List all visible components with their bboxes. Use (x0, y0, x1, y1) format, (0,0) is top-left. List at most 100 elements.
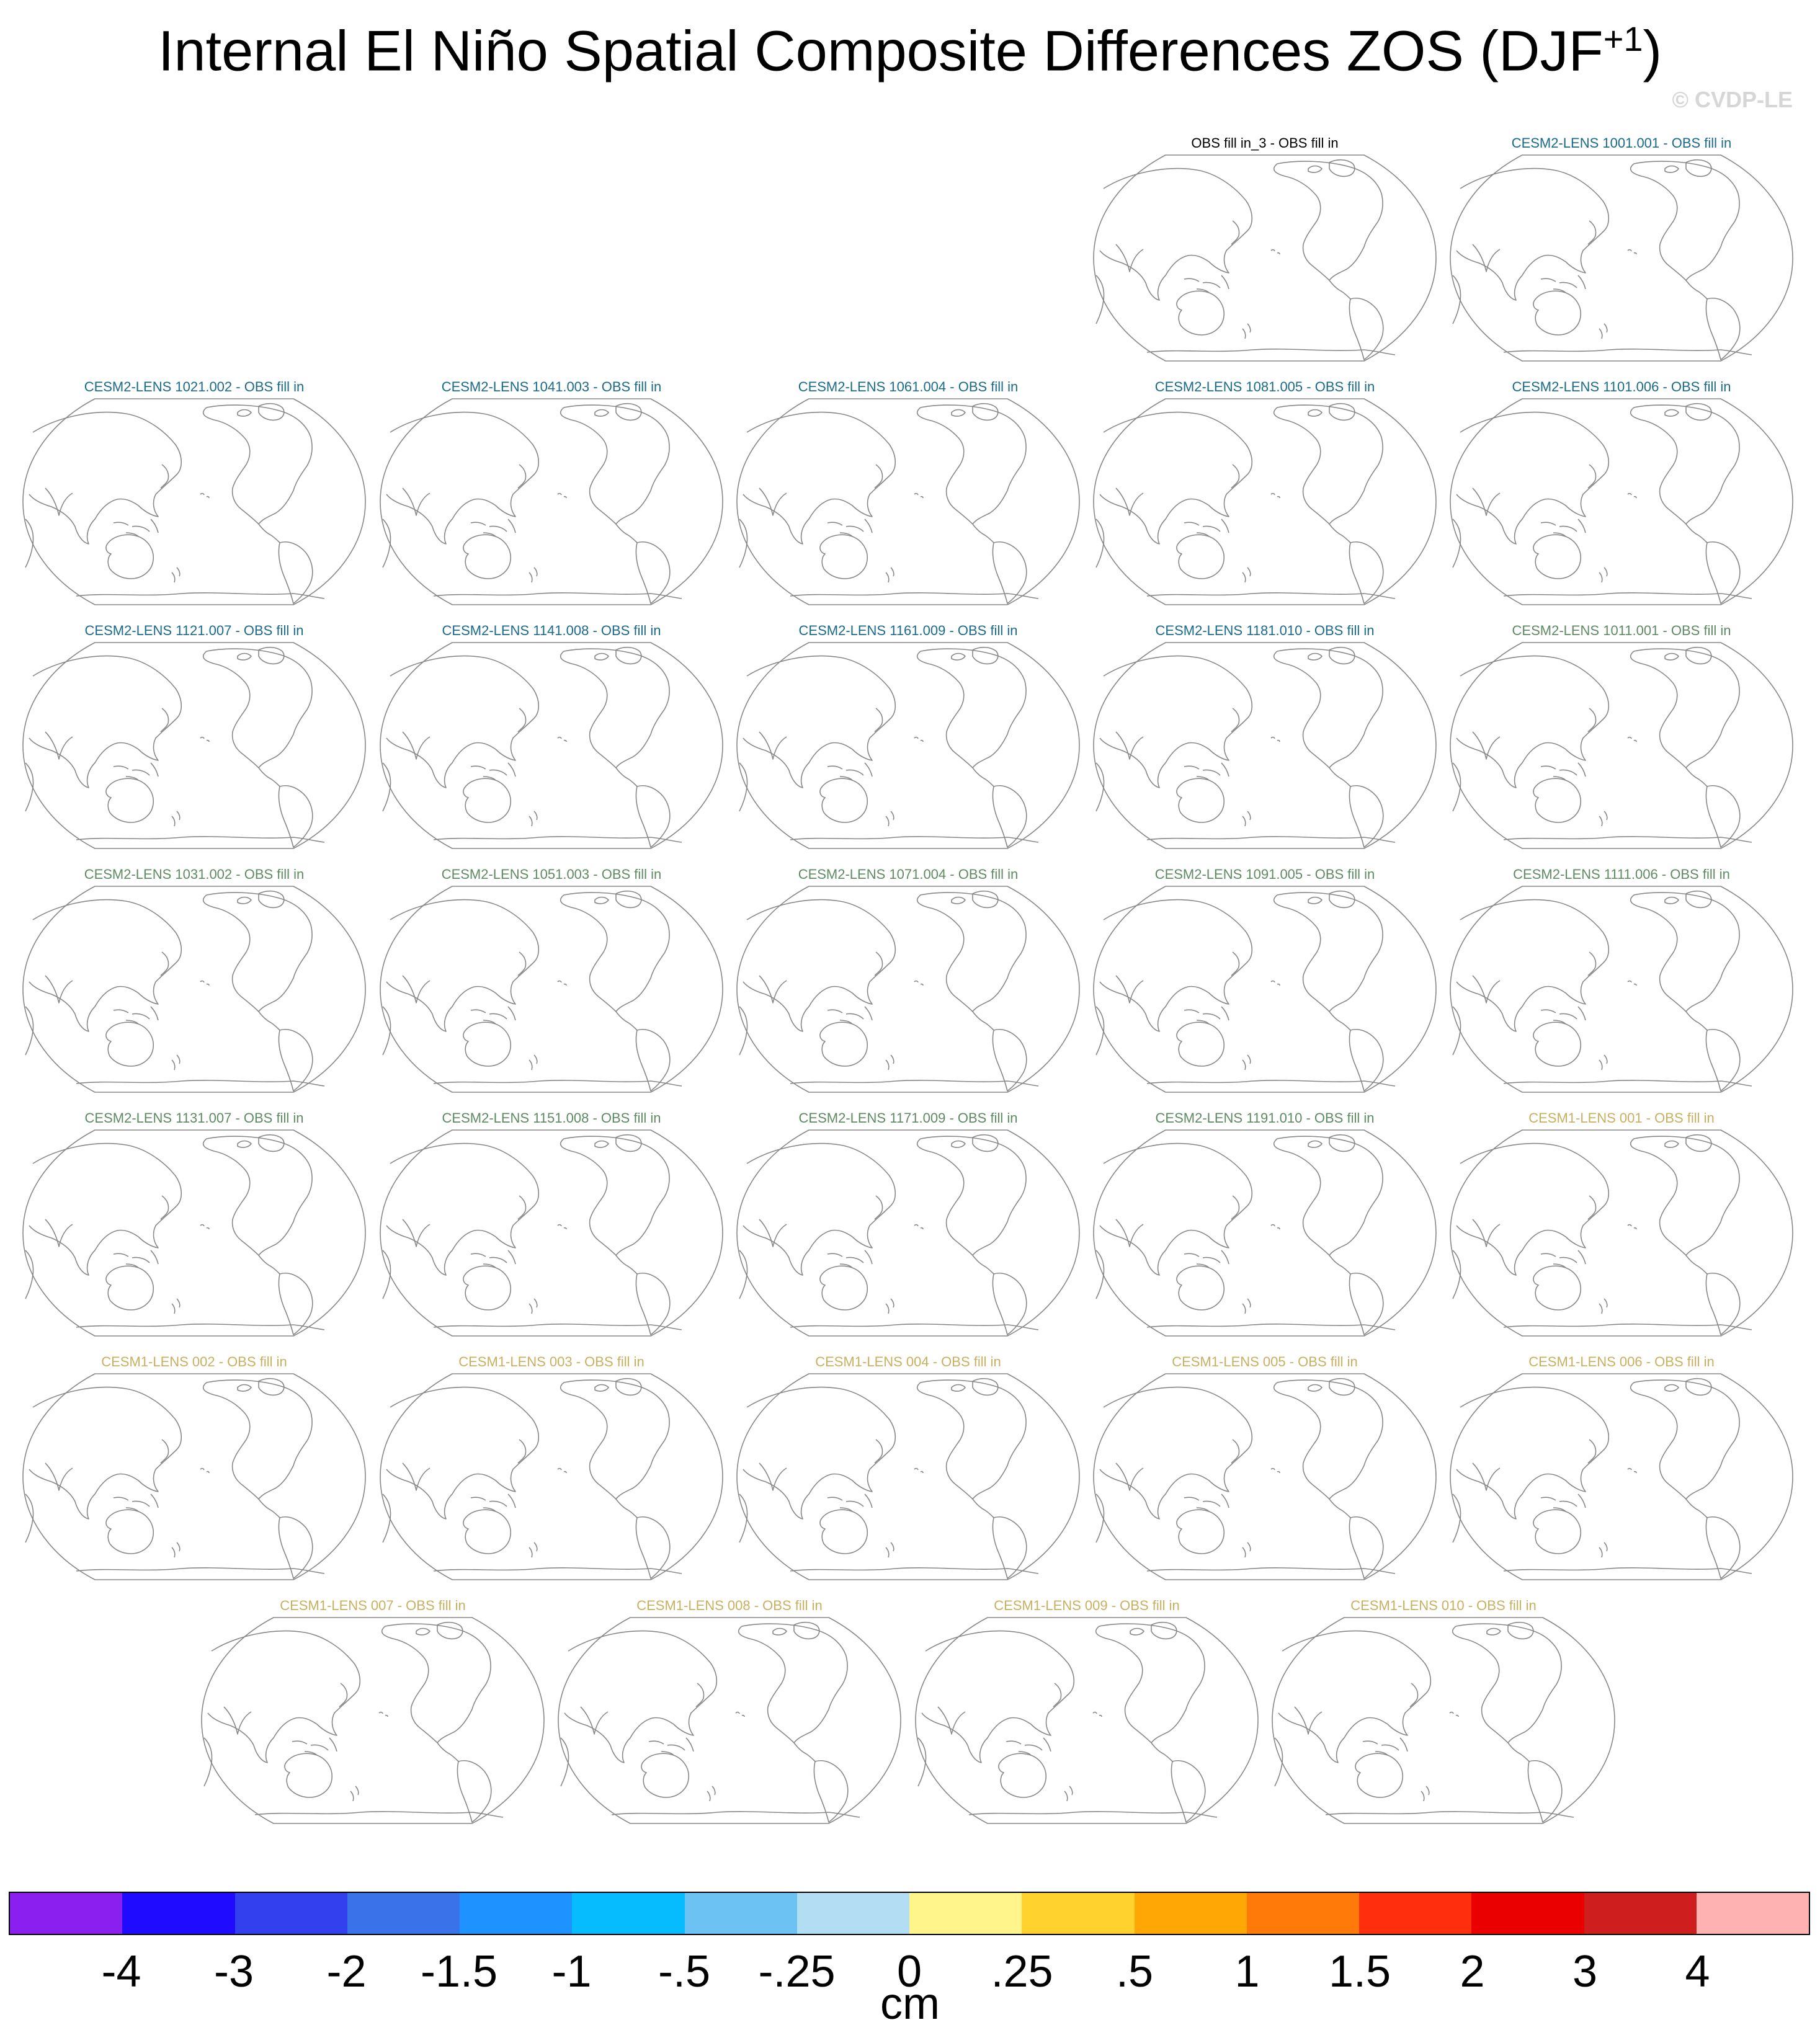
coastline-hawaii (557, 980, 567, 986)
coastline-india (45, 1219, 73, 1247)
coastline-indonesia (827, 519, 873, 537)
coastline-india (1472, 1462, 1501, 1491)
coastline-africa (1095, 1493, 1105, 1543)
map-outline (558, 1617, 901, 1824)
coastline-south-america (635, 1273, 671, 1335)
coastline-hawaii (1627, 1224, 1637, 1230)
coastline-new-zealand (1242, 811, 1251, 827)
coastline-south-america (1705, 785, 1741, 848)
coastline-indonesia (292, 1737, 337, 1756)
coastline-japan (1231, 464, 1240, 489)
coastline-south-america (992, 785, 1027, 848)
panel-title: CESM2-LENS 1031.002 - OBS fill in (84, 866, 305, 882)
coastline-india (759, 1219, 787, 1247)
coastline-japan (1053, 1683, 1062, 1707)
coastline-australia (463, 534, 511, 579)
coastline-antarctica (1503, 592, 1752, 599)
map-panel: CESM1-LENS 006 - OBS fill in (1448, 1354, 1795, 1583)
coastline-hawaii (914, 1224, 924, 1230)
coastline-indonesia (1184, 1493, 1229, 1512)
coastline-south-america (635, 785, 671, 848)
map-panel: CESM2-LENS 1191.010 - OBS fill in (1091, 1110, 1439, 1340)
panel-title: CESM1-LENS 004 - OBS fill in (815, 1354, 1001, 1369)
coastline-arctic-islands (1486, 1621, 1534, 1640)
panel-title: CESM2-LENS 1021.002 - OBS fill in (84, 379, 305, 394)
panel-title: CESM2-LENS 1101.006 - OBS fill in (1512, 379, 1731, 394)
panel-title: CESM2-LENS 1131.007 - OBS fill in (84, 1110, 304, 1126)
coastline-north-america (917, 1379, 1027, 1500)
coastline-hawaii (557, 1467, 567, 1474)
map-panel: CESM1-LENS 008 - OBS fill in (556, 1598, 903, 1827)
coastline-new-zealand (171, 811, 181, 827)
colorbar-tick-label: .5 (1115, 1947, 1154, 1996)
coastline-north-america (1274, 161, 1383, 281)
coastline-indonesia (470, 1250, 516, 1268)
coastline-south-america (1349, 1273, 1384, 1335)
coastline-central-america (615, 767, 638, 787)
coastline-australia (1176, 290, 1224, 336)
coastline-new-zealand (171, 567, 181, 583)
coastline-japan (874, 1439, 883, 1464)
map-outline (1450, 398, 1793, 605)
panel-title: CESM1-LENS 006 - OBS fill in (1528, 1354, 1715, 1369)
panel-title: CESM1-LENS 002 - OBS fill in (101, 1354, 287, 1369)
map-panel: CESM1-LENS 002 - OBS fill in (20, 1354, 368, 1583)
colorbar-segment (1471, 1893, 1584, 1934)
coastline-africa (382, 1493, 391, 1543)
coastline-new-zealand (885, 811, 894, 827)
coastline-arctic-islands (237, 1134, 285, 1152)
coastline-hawaii (200, 980, 210, 986)
coastline-hawaii (378, 1711, 388, 1717)
map-outline (22, 1373, 366, 1580)
coastline-hawaii (1092, 1711, 1102, 1717)
coastline-antarctica (76, 592, 325, 599)
coastline-central-america (258, 523, 280, 543)
coastline-indonesia (1184, 1250, 1229, 1268)
coastline-hawaii (914, 736, 924, 742)
colorbar-segment (1584, 1893, 1697, 1934)
coastline-north-america (381, 1623, 491, 1743)
map-outline (1093, 642, 1437, 849)
coastline-south-america (278, 541, 313, 604)
coastline-north-america (1630, 1379, 1740, 1500)
coastline-new-zealand (1599, 567, 1608, 583)
world-map (380, 886, 723, 1093)
coastline-central-america (258, 1011, 280, 1031)
coastline-india (1115, 731, 1144, 760)
coastline-antarctica (433, 592, 682, 599)
coastline-new-zealand (529, 1298, 538, 1314)
coastline-south-america (1705, 1273, 1741, 1335)
coastline-north-america (917, 1136, 1027, 1256)
coastline-asia (386, 1142, 540, 1276)
coastline-north-america (917, 648, 1027, 768)
world-map (1093, 154, 1437, 362)
colorbar-tick-label: -.5 (658, 1947, 711, 1996)
colorbar-segment (1134, 1893, 1247, 1934)
panel-title: CESM2-LENS 1181.010 - OBS fill in (1155, 623, 1375, 638)
coastline-japan (160, 1195, 169, 1220)
coastline-india (1472, 731, 1501, 760)
coastline-japan (874, 951, 883, 976)
panel-title: CESM1-LENS 007 - OBS fill in (280, 1598, 466, 1613)
coastline-arctic-islands (951, 1134, 999, 1152)
world-map (1093, 1373, 1437, 1580)
panel-title: CESM2-LENS 1141.008 - OBS fill in (442, 623, 661, 638)
coastline-india (45, 487, 73, 516)
map-outline (1450, 886, 1793, 1093)
coastline-asia (29, 655, 182, 788)
map-outline (380, 642, 723, 849)
coastline-indonesia (1540, 1250, 1586, 1268)
coastline-hawaii (1449, 1711, 1459, 1717)
coastline-arctic-islands (237, 1378, 285, 1396)
coastline-hawaii (914, 1467, 924, 1474)
coastline-north-america (1274, 1379, 1383, 1500)
coastline-asia (207, 1630, 361, 1763)
coastline-india (759, 1462, 787, 1491)
coastline-india (1115, 244, 1144, 272)
coastline-hawaii (1627, 249, 1637, 255)
world-map (22, 642, 366, 849)
world-map (1093, 642, 1437, 849)
coastline-antarctica (76, 1080, 325, 1087)
coastline-asia (1456, 167, 1610, 301)
coastline-antarctica (1325, 1811, 1574, 1818)
